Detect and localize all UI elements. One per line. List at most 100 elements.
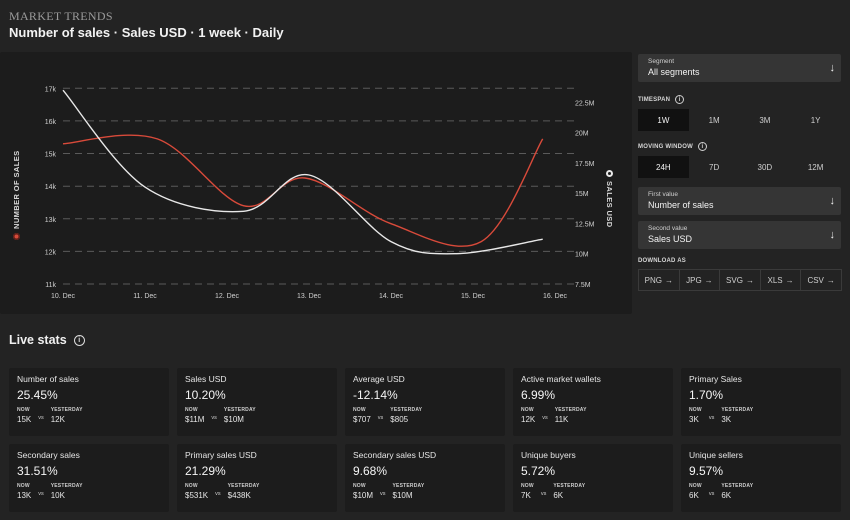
stat-card: Primary sales USD 21.29% NOW $531K vs YESTERD… xyxy=(177,444,337,512)
x-axis-tick-label: 15. Dec xyxy=(461,293,486,300)
left-axis-tick-label: 14k xyxy=(45,184,57,191)
yesterday-label: YESTERDAY xyxy=(553,483,586,489)
segment-label: Segment xyxy=(648,58,675,65)
arrow-right-icon: → xyxy=(664,275,673,285)
moving-window-option-30d[interactable]: 30D xyxy=(757,162,773,172)
info-icon[interactable]: i xyxy=(675,95,685,104)
vs-label: vs xyxy=(708,415,715,421)
vs-label: vs xyxy=(215,491,221,497)
stat-change-percent: 25.45% xyxy=(17,388,58,402)
stat-change-percent: 9.68% xyxy=(353,464,388,478)
second-value-label: Second value xyxy=(648,225,688,232)
right-axis-tick-label: 7.5M xyxy=(575,282,591,289)
vs-label: vs xyxy=(540,491,547,497)
x-axis-tick-label: 13. Dec xyxy=(297,293,322,300)
download-svg-button[interactable]: SVG → xyxy=(719,269,761,291)
right-axis-tick-label: 12.5M xyxy=(575,221,595,228)
yesterday-label: YESTERDAY xyxy=(721,407,754,413)
right-axis-tick-label: 10M xyxy=(575,252,589,259)
now-label: NOW xyxy=(353,407,366,413)
download-format-label: XLS xyxy=(767,275,783,285)
chevron-down-icon: ↓ xyxy=(829,195,836,207)
download-xls-button[interactable]: XLS → xyxy=(759,269,802,291)
page-title: Number of sales · Sales USD · 1 week · D… xyxy=(9,25,284,40)
now-value: 3K xyxy=(689,415,699,424)
moving-window-option-7d[interactable]: 7D xyxy=(709,162,720,172)
left-axis-tick-label: 13k xyxy=(45,217,57,224)
vs-label: vs xyxy=(38,415,44,421)
segment-value: All segments xyxy=(648,67,700,77)
download-label: DOWNLOAD AS xyxy=(638,258,686,264)
timespan-option-1w[interactable]: 1W xyxy=(638,109,689,131)
download-buttons: PNG → JPG → SVG → XLS → CSV → xyxy=(638,269,842,291)
yesterday-value: 6K xyxy=(721,491,732,500)
live-stats-heading: Live stats i xyxy=(9,333,85,347)
yesterday-label: YESTERDAY xyxy=(392,483,425,489)
sales-usd-marker-icon xyxy=(606,170,613,177)
timespan-heading: TIMESPAN i xyxy=(638,95,841,104)
now-label: NOW xyxy=(185,407,198,413)
vs-label: vs xyxy=(380,491,386,497)
x-axis-tick-label: 11. Dec xyxy=(133,293,157,300)
stat-name: Number of sales xyxy=(17,374,79,384)
left-axis-label: NUMBER OF SALES xyxy=(12,150,21,229)
now-value: $10M xyxy=(353,491,374,500)
vs-label: vs xyxy=(542,415,548,421)
right-axis-tick-label: 15M xyxy=(575,191,589,198)
yesterday-label: YESTERDAY xyxy=(390,407,423,413)
arrow-right-icon: → xyxy=(704,275,713,285)
stat-card: Secondary sales USD 9.68% NOW $10M vs YESTERD… xyxy=(345,444,505,512)
left-axis-tick-label: 15k xyxy=(45,152,57,159)
segment-select[interactable]: Segment All segments ↓ xyxy=(638,54,841,82)
now-label: NOW xyxy=(521,483,534,489)
timespan-option-1m[interactable]: 1M xyxy=(708,115,720,125)
left-axis-title: NUMBER OF SALES xyxy=(12,150,21,240)
chevron-down-icon: ↓ xyxy=(829,62,836,74)
download-format-label: SVG xyxy=(726,275,743,285)
now-value: 13K xyxy=(17,491,32,500)
stat-comparison: NOW 15K vs YESTERDAY 12K xyxy=(17,407,161,424)
live-stats-title: Live stats xyxy=(9,333,67,347)
stat-comparison: NOW $531K vs YESTERDAY $438K xyxy=(185,483,329,500)
stat-card: Active market wallets 6.99% NOW 12K vs YESTER… xyxy=(513,368,673,436)
stat-name: Unique buyers xyxy=(521,450,576,460)
first-value-select[interactable]: First value Number of sales ↓ xyxy=(638,187,841,215)
stat-change-percent: 10.20% xyxy=(185,388,226,402)
number-of-sales-marker-icon xyxy=(13,233,20,240)
right-axis-label: SALES USD xyxy=(605,181,614,228)
vs-label: vs xyxy=(38,491,44,497)
stat-change-percent: 1.70% xyxy=(689,388,724,402)
yesterday-label: YESTERDAY xyxy=(50,407,83,413)
moving-window-selector: 24H 7D 30D 12M xyxy=(638,156,841,178)
arrow-right-icon: → xyxy=(785,275,794,285)
second-value-select[interactable]: Second value Sales USD ↓ xyxy=(638,221,841,249)
info-icon[interactable]: i xyxy=(697,142,707,151)
download-png-button[interactable]: PNG → xyxy=(638,269,680,291)
download-csv-button[interactable]: CSV → xyxy=(800,269,842,291)
left-axis-tick-label: 17k xyxy=(45,86,57,93)
timespan-option-1y[interactable]: 1Y xyxy=(810,115,821,125)
info-icon[interactable]: i xyxy=(73,334,85,346)
moving-window-option-24h[interactable]: 24H xyxy=(638,156,689,178)
right-axis-title: SALES USD xyxy=(605,170,614,228)
timespan-option-3m[interactable]: 3M xyxy=(759,115,771,125)
yesterday-label: YESTERDAY xyxy=(50,483,83,489)
now-label: NOW xyxy=(353,483,366,489)
download-jpg-button[interactable]: JPG → xyxy=(678,269,721,291)
stat-change-percent: 5.72% xyxy=(521,464,556,478)
stat-card: Unique buyers 5.72% NOW 7K vs YESTERDAY 6K xyxy=(513,444,673,512)
chart-panel: 11k 12k 13k 14k 15k 16k 17k 7.5M 10M 12.5M 15M 17.5… xyxy=(0,52,632,314)
x-axis-tick-label: 16. Dec xyxy=(543,293,568,300)
stat-name: Active market wallets xyxy=(521,374,601,384)
moving-window-heading: MOVING WINDOW i xyxy=(638,142,841,151)
now-value: $707 xyxy=(353,415,371,424)
timespan-label: TIMESPAN xyxy=(638,96,671,103)
stat-name: Sales USD xyxy=(185,374,227,384)
stat-comparison: NOW 13K vs YESTERDAY 10K xyxy=(17,483,161,500)
stat-change-percent: 31.51% xyxy=(17,464,58,478)
chart-controls: Segment All segments ↓ TIMESPAN i 1W 1M 3M… xyxy=(638,54,842,291)
moving-window-option-12m[interactable]: 12M xyxy=(807,162,824,172)
stat-name: Primary Sales xyxy=(689,374,742,384)
yesterday-value: $438K xyxy=(227,491,251,500)
stat-comparison: NOW 12K vs YESTERDAY 11K xyxy=(521,407,665,424)
